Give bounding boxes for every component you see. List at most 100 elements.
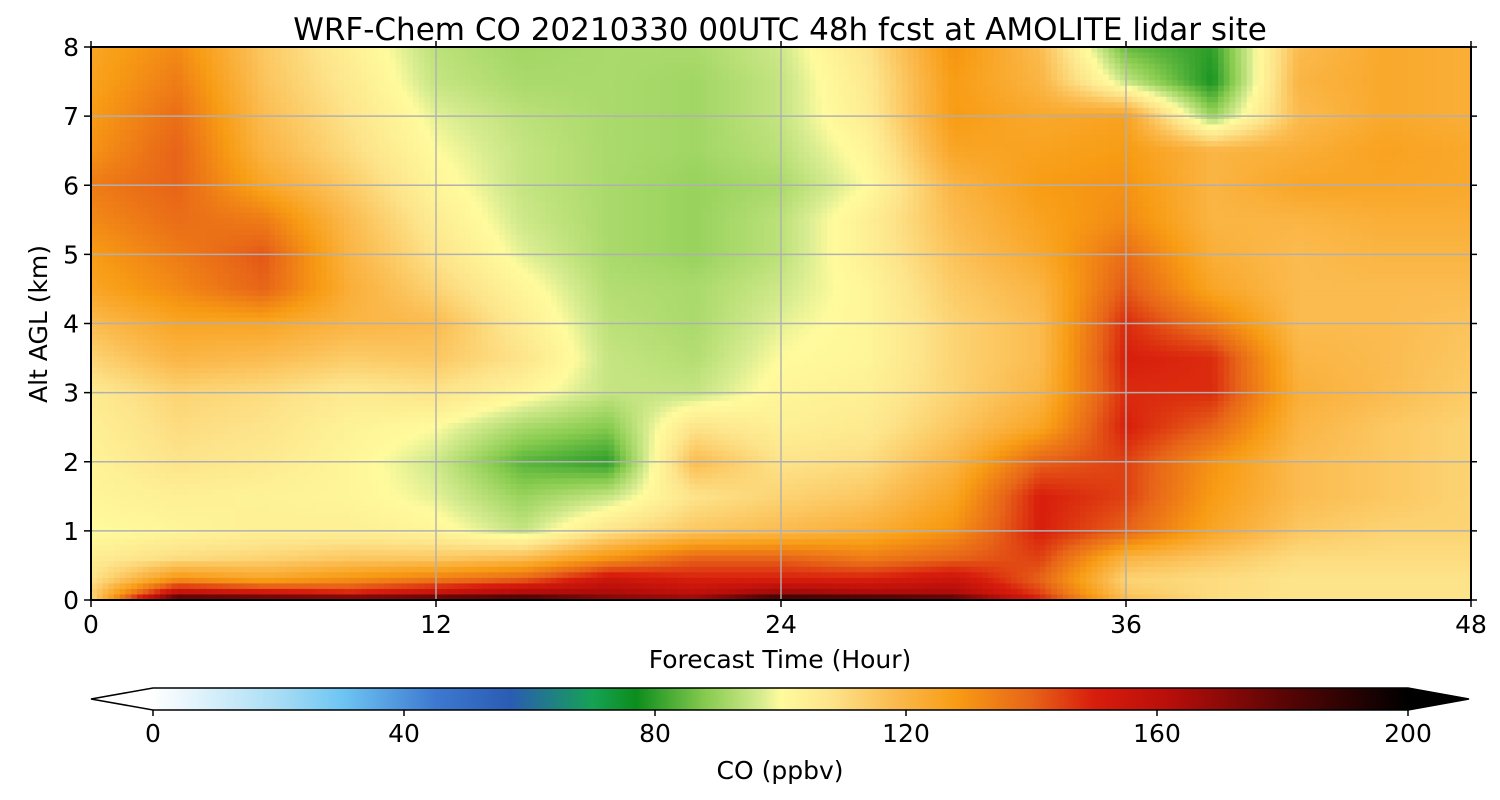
heatmap-cell bbox=[936, 108, 942, 114]
heatmap-cell bbox=[465, 91, 471, 97]
heatmap-cell bbox=[1126, 75, 1132, 81]
heatmap-cell bbox=[229, 53, 235, 59]
heatmap-cell bbox=[804, 119, 810, 125]
heatmap-cell bbox=[1046, 58, 1052, 64]
heatmap-cell bbox=[959, 53, 965, 59]
heatmap-cell bbox=[327, 141, 333, 147]
heatmap-cell bbox=[1086, 53, 1092, 59]
heatmap-cell bbox=[1115, 102, 1121, 108]
heatmap-cell bbox=[724, 69, 730, 75]
heatmap-cell bbox=[1189, 80, 1195, 86]
heatmap-cell bbox=[551, 130, 557, 136]
heatmap-cell bbox=[269, 53, 275, 59]
heatmap-cell bbox=[235, 158, 241, 164]
heatmap-cell bbox=[143, 108, 149, 114]
heatmap-cell bbox=[591, 119, 597, 125]
heatmap-cell bbox=[258, 152, 264, 158]
heatmap-cell bbox=[718, 130, 724, 136]
heatmap-cell bbox=[258, 97, 264, 103]
heatmap-cell bbox=[494, 75, 500, 81]
heatmap-cell bbox=[1155, 124, 1161, 130]
heatmap-cell bbox=[223, 124, 229, 130]
heatmap-cell bbox=[419, 158, 425, 164]
heatmap-cell bbox=[459, 119, 465, 125]
heatmap-cell bbox=[936, 152, 942, 158]
heatmap-cell bbox=[1345, 69, 1351, 75]
heatmap-cell bbox=[1414, 91, 1420, 97]
heatmap-cell bbox=[160, 158, 166, 164]
heatmap-cell bbox=[471, 86, 477, 92]
heatmap-cell bbox=[1000, 147, 1006, 153]
heatmap-cell bbox=[672, 119, 678, 125]
heatmap-cell bbox=[1230, 58, 1236, 64]
heatmap-cell bbox=[1212, 53, 1218, 59]
heatmap-cell bbox=[1299, 135, 1305, 141]
heatmap-cell bbox=[1212, 108, 1218, 114]
heatmap-cell bbox=[1408, 97, 1414, 103]
heatmap-cell bbox=[1287, 135, 1293, 141]
heatmap-cell bbox=[1442, 135, 1448, 141]
heatmap-cell bbox=[810, 102, 816, 108]
heatmap-cell bbox=[292, 108, 298, 114]
heatmap-cell bbox=[1166, 102, 1172, 108]
heatmap-cell bbox=[896, 64, 902, 70]
heatmap-cell bbox=[522, 53, 528, 59]
heatmap-cell bbox=[1000, 69, 1006, 75]
heatmap-cell bbox=[683, 135, 689, 141]
heatmap-cell bbox=[137, 158, 143, 164]
heatmap-cell bbox=[649, 135, 655, 141]
heatmap-cell bbox=[264, 152, 270, 158]
heatmap-cell bbox=[982, 86, 988, 92]
heatmap-cell bbox=[632, 119, 638, 125]
heatmap-cell bbox=[1368, 53, 1374, 59]
heatmap-cell bbox=[793, 130, 799, 136]
heatmap-cell bbox=[413, 102, 419, 108]
heatmap-cell bbox=[1437, 64, 1443, 70]
heatmap-cell bbox=[379, 64, 385, 70]
heatmap-cell bbox=[1293, 75, 1299, 81]
heatmap-cell bbox=[632, 80, 638, 86]
heatmap-cell bbox=[781, 53, 787, 59]
heatmap-cell bbox=[361, 130, 367, 136]
heatmap-cell bbox=[350, 58, 356, 64]
heatmap-cell bbox=[143, 141, 149, 147]
heatmap-cell bbox=[258, 108, 264, 114]
heatmap-cell bbox=[298, 119, 304, 125]
heatmap-cell bbox=[499, 91, 505, 97]
heatmap-cell bbox=[419, 91, 425, 97]
heatmap-cell bbox=[241, 86, 247, 92]
heatmap-cell bbox=[287, 158, 293, 164]
heatmap-cell bbox=[1402, 58, 1408, 64]
heatmap-cell bbox=[517, 147, 523, 153]
heatmap-cell bbox=[1379, 141, 1385, 147]
heatmap-cell bbox=[586, 102, 592, 108]
heatmap-cell bbox=[281, 69, 287, 75]
heatmap-cell bbox=[557, 69, 563, 75]
heatmap-cell bbox=[1327, 141, 1333, 147]
heatmap-cell bbox=[655, 97, 661, 103]
heatmap-cell bbox=[287, 91, 293, 97]
heatmap-cell bbox=[833, 158, 839, 164]
heatmap-cell bbox=[511, 102, 517, 108]
heatmap-cell bbox=[304, 64, 310, 70]
heatmap-cell bbox=[879, 75, 885, 81]
heatmap-cell bbox=[1396, 80, 1402, 86]
heatmap-cell bbox=[407, 80, 413, 86]
heatmap-cell bbox=[1304, 58, 1310, 64]
heatmap-cell bbox=[896, 135, 902, 141]
heatmap-cell bbox=[488, 97, 494, 103]
heatmap-cell bbox=[821, 152, 827, 158]
heatmap-cell bbox=[1103, 158, 1109, 164]
heatmap-cell bbox=[287, 141, 293, 147]
heatmap-cell bbox=[620, 58, 626, 64]
heatmap-cell bbox=[269, 152, 275, 158]
heatmap-cell bbox=[108, 130, 114, 136]
heatmap-cell bbox=[988, 119, 994, 125]
heatmap-cell bbox=[1333, 130, 1339, 136]
heatmap-cell bbox=[1011, 152, 1017, 158]
heatmap-cell bbox=[1414, 124, 1420, 130]
heatmap-cell bbox=[1218, 91, 1224, 97]
heatmap-cell bbox=[925, 91, 931, 97]
heatmap-cell bbox=[534, 130, 540, 136]
heatmap-cell bbox=[896, 69, 902, 75]
